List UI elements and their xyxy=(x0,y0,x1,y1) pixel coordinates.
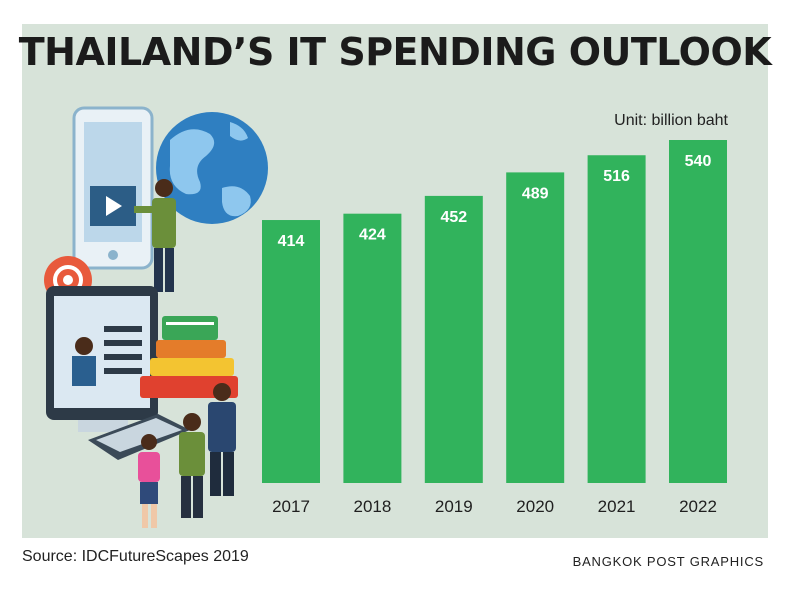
value-label-2020: 489 xyxy=(522,185,549,202)
bar-2019 xyxy=(424,195,483,483)
value-label-2022: 540 xyxy=(685,153,712,170)
monitor-icon xyxy=(46,286,158,432)
bar-2017 xyxy=(262,220,320,484)
bar-2020 xyxy=(506,172,565,483)
keyboard-icon xyxy=(88,414,190,460)
tablet-icon xyxy=(72,106,154,270)
x-tick-label-2019: 2019 xyxy=(435,497,473,516)
x-tick-label-2021: 2021 xyxy=(598,497,636,516)
x-tick-label-2020: 2020 xyxy=(516,497,554,516)
x-tick-label-2018: 2018 xyxy=(353,497,391,516)
person-figure xyxy=(134,179,176,292)
value-label-2021: 516 xyxy=(603,168,630,185)
source-note: Source: IDCFutureScapes 2019 xyxy=(22,548,249,565)
unit-label: Unit: billion baht xyxy=(614,112,728,129)
value-label-2018: 424 xyxy=(359,227,386,244)
bar-2022 xyxy=(669,140,727,483)
bar-2018 xyxy=(343,213,402,483)
value-label-2019: 452 xyxy=(440,209,467,226)
value-label-2017: 414 xyxy=(278,233,305,250)
globe-icon xyxy=(156,112,268,224)
bar-2021 xyxy=(587,155,646,483)
graphics-credit: BANGKOK POST GRAPHICS xyxy=(572,554,764,569)
x-tick-label-2022: 2022 xyxy=(679,497,717,516)
people-group xyxy=(138,383,236,528)
chart-title: THAILAND’S IT SPENDING OUTLOOK xyxy=(18,30,772,74)
x-tick-label-2017: 2017 xyxy=(272,497,310,516)
